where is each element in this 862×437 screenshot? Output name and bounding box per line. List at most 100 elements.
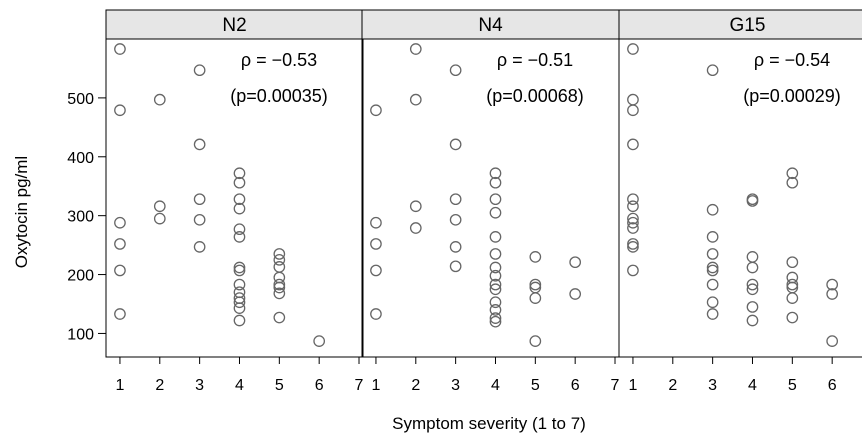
- correlation-p-label: (p=0.00068): [486, 86, 584, 106]
- correlation-rho-label: ρ = −0.54: [754, 50, 830, 70]
- data-point: [706, 278, 719, 291]
- data-point: [489, 304, 502, 316]
- data-point: [449, 213, 462, 226]
- data-point: [627, 216, 639, 229]
- data-point: [627, 138, 639, 151]
- data-point: [627, 241, 639, 253]
- data-point: [233, 223, 246, 236]
- data-point: [706, 203, 719, 216]
- data-point: [746, 261, 759, 274]
- data-point: [273, 281, 286, 294]
- data-point: [746, 314, 759, 327]
- x-tick-label: 3: [451, 377, 460, 394]
- x-tick-label: 6: [571, 377, 580, 394]
- data-point: [273, 261, 286, 273]
- data-point: [529, 251, 542, 263]
- data-point: [409, 222, 422, 234]
- x-tick-label: 1: [371, 377, 380, 394]
- x-axis-title: Symptom severity (1 to 7): [392, 414, 586, 433]
- data-point: [706, 64, 719, 77]
- data-point: [153, 93, 166, 106]
- data-point: [233, 261, 246, 274]
- data-point: [370, 238, 382, 250]
- data-point: [627, 43, 639, 55]
- data-point: [706, 231, 719, 243]
- data-point: [233, 193, 246, 206]
- panel-strip-label: N2: [222, 15, 246, 36]
- data-point: [449, 193, 462, 206]
- data-point: [114, 104, 126, 117]
- data-point: [193, 193, 206, 206]
- y-tick-label: 400: [67, 150, 94, 167]
- data-point: [489, 296, 502, 309]
- data-point: [786, 256, 799, 269]
- data-point: [273, 248, 286, 260]
- panels-layer: N2 ρ = −0.53 (p=0.00035) 1 2 3 4 5 6 7 N4 ρ = −0.51…: [105, 9, 862, 394]
- x-tick-label: 4: [235, 377, 244, 394]
- x-tick-label: 1: [628, 377, 637, 394]
- x-tick-label: 2: [668, 377, 677, 394]
- data-point: [489, 206, 502, 219]
- data-point: [233, 231, 246, 243]
- data-point: [826, 278, 839, 291]
- data-point: [489, 231, 502, 243]
- data-point: [786, 176, 799, 189]
- data-point: [114, 264, 126, 277]
- data-point: [153, 200, 166, 213]
- y-tick-label: 200: [67, 268, 94, 285]
- data-point: [786, 292, 799, 304]
- data-point: [489, 176, 502, 189]
- panel-n4: N4 ρ = −0.51 (p=0.00068) 1 2 3 4 5 6 7: [361, 9, 620, 394]
- data-point: [746, 301, 759, 313]
- panel-frame: [618, 38, 862, 358]
- data-point: [569, 256, 582, 269]
- panel-strip: [105, 9, 364, 40]
- panel-strip: [361, 9, 620, 40]
- panel-strip-label: N4: [478, 15, 503, 36]
- data-point: [233, 286, 246, 299]
- x-tick-label: 4: [748, 377, 757, 394]
- data-point: [627, 212, 639, 225]
- data-point: [233, 278, 246, 291]
- x-tick-label: 5: [788, 377, 797, 394]
- data-point: [746, 283, 759, 296]
- data-point: [706, 261, 719, 274]
- axes-layer: 100 200 300 400 500: [67, 91, 106, 343]
- data-point: [627, 193, 639, 206]
- data-point: [409, 93, 422, 106]
- data-point: [370, 264, 382, 277]
- y-axis-title: Oxytocin pg/ml: [12, 156, 31, 268]
- data-point: [273, 311, 286, 324]
- data-point: [273, 287, 286, 300]
- correlation-rho-label: ρ = −0.53: [241, 50, 317, 70]
- data-point: [627, 222, 639, 234]
- data-point: [706, 296, 719, 309]
- data-point: [529, 292, 542, 304]
- data-point: [114, 43, 126, 55]
- x-tick-label: 5: [531, 377, 540, 394]
- x-tick-label: 2: [411, 377, 420, 394]
- data-point: [529, 278, 542, 291]
- data-point: [489, 269, 502, 282]
- data-point: [627, 104, 639, 117]
- x-tick-label: 5: [275, 377, 284, 394]
- data-point: [826, 335, 839, 347]
- data-point: [193, 213, 206, 226]
- data-point: [233, 167, 246, 180]
- x-tick-label: 6: [315, 377, 324, 394]
- data-point: [233, 176, 246, 189]
- data-point: [449, 241, 462, 253]
- data-point: [233, 202, 246, 215]
- data-point: [746, 195, 759, 207]
- x-tick-label: 7: [611, 377, 620, 394]
- panel-frame: [105, 38, 364, 358]
- panel-n2: N2 ρ = −0.53 (p=0.00035) 1 2 3 4 5 6 7: [105, 9, 364, 394]
- data-point: [114, 238, 126, 250]
- data-point: [489, 193, 502, 206]
- data-point: [786, 167, 799, 180]
- data-point: [529, 335, 542, 347]
- data-point: [627, 200, 639, 213]
- data-point: [706, 308, 719, 320]
- data-point: [193, 138, 206, 151]
